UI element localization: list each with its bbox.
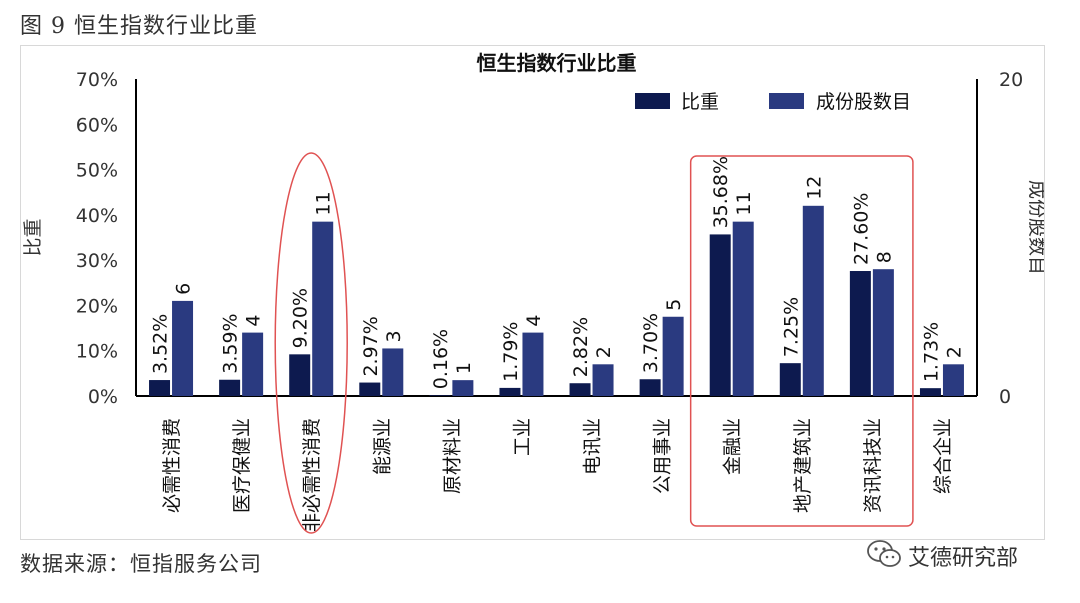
data-label-count: 5	[663, 299, 685, 311]
bar-weight	[359, 382, 381, 396]
data-label-count: 2	[943, 346, 965, 358]
legend-label-weight: 比重	[681, 91, 719, 113]
data-label-count: 11	[313, 191, 335, 215]
x-tick-label: 工业	[511, 418, 533, 456]
legend-label-count: 成份股数目	[816, 91, 911, 113]
data-label-weight: 1.73%	[920, 322, 942, 382]
bar-weight	[289, 354, 311, 396]
bar-count	[452, 380, 474, 396]
x-tick-label: 金融业	[722, 418, 744, 475]
bar-weight	[569, 383, 591, 396]
data-label-count: 8	[873, 251, 895, 263]
y-tick-label: 70%	[76, 69, 118, 91]
y2-tick-label: 0	[999, 386, 1011, 408]
bar-weight	[639, 379, 661, 396]
legend-swatch-count	[769, 93, 804, 109]
data-label-count: 6	[173, 283, 195, 295]
highlight-ellipse	[274, 152, 348, 534]
data-label-count: 12	[803, 176, 825, 200]
data-label-count: 3	[383, 330, 405, 342]
data-label-weight: 9.20%	[290, 288, 312, 348]
legend-swatch-weight	[635, 93, 670, 109]
y-tick-label: 0%	[88, 386, 118, 408]
source-note: 数据来源：恒指服务公司	[20, 552, 262, 576]
bar-count	[522, 332, 544, 396]
x-tick-label: 综合企业	[932, 418, 954, 494]
data-label-weight: 1.79%	[500, 322, 522, 382]
bar-weight	[219, 379, 241, 396]
bar-weight	[149, 380, 171, 396]
x-tick-label: 必需性消费	[161, 418, 183, 513]
data-label-count: 11	[733, 191, 755, 215]
y-tick-label: 50%	[76, 160, 118, 182]
bar-weight	[709, 234, 731, 396]
wechat-icon	[866, 539, 902, 573]
watermark: 艾德研究部	[866, 538, 1018, 574]
figure-caption: 图 9 恒生指数行业比重	[20, 14, 258, 39]
bar-count	[872, 269, 894, 396]
bar-count	[592, 364, 614, 396]
x-tick-label: 非必需性消费	[301, 418, 323, 532]
x-tick-label: 原材料业	[441, 418, 463, 494]
data-label-weight: 27.60%	[850, 193, 872, 265]
x-tick-label: 资讯科技业	[862, 418, 884, 513]
data-label-weight: 35.68%	[710, 156, 732, 228]
data-label-weight: 0.16%	[430, 329, 452, 389]
y-tick-label: 30%	[76, 250, 118, 272]
y2-tick-label: 20	[999, 69, 1023, 91]
data-label-weight: 3.59%	[220, 313, 242, 373]
bar-count	[942, 364, 964, 396]
bar-count	[382, 348, 404, 396]
x-tick-label: 医疗保健业	[231, 418, 253, 513]
y-axis-title: 比重	[22, 218, 44, 256]
y-tick-label: 10%	[76, 341, 118, 363]
bar-weight	[919, 388, 941, 396]
bar-count	[242, 332, 264, 396]
data-label-count: 2	[593, 346, 615, 358]
data-label-weight: 7.25%	[780, 297, 802, 357]
data-label-count: 1	[453, 362, 475, 374]
x-tick-label: 能源业	[371, 418, 393, 475]
bar-count	[172, 300, 194, 396]
bar-weight	[499, 387, 521, 396]
x-tick-label: 公用事业	[652, 418, 674, 494]
data-label-weight: 2.97%	[360, 316, 382, 376]
watermark-text: 艾德研究部	[908, 546, 1019, 571]
bar-weight	[849, 271, 871, 396]
y-tick-label: 60%	[76, 114, 118, 136]
data-label-weight: 3.52%	[150, 314, 172, 374]
x-tick-label: 电讯业	[582, 418, 604, 475]
highlight-rect	[689, 155, 914, 527]
y2-axis-title: 成份股数目	[1026, 180, 1044, 275]
chart-container: 恒生指数行业比重 0% 10% 20% 30% 40% 50% 60% 70% 0 20 比重 成份股数…	[20, 45, 1048, 540]
bar-weight	[779, 363, 801, 396]
chart-title: 恒生指数行业比重	[477, 51, 637, 75]
bar-count	[312, 221, 334, 396]
data-label-weight: 2.82%	[570, 317, 592, 377]
data-label-count: 4	[243, 315, 265, 327]
data-label-count: 4	[523, 315, 545, 327]
y-tick-label: 40%	[76, 205, 118, 227]
bar-count	[802, 205, 824, 396]
bar-weight	[429, 395, 451, 396]
bar-count	[662, 316, 684, 396]
y-tick-label: 20%	[76, 295, 118, 317]
x-tick-label: 地产建筑业	[792, 418, 814, 513]
bar-count	[732, 221, 754, 396]
data-label-weight: 3.70%	[640, 313, 662, 373]
